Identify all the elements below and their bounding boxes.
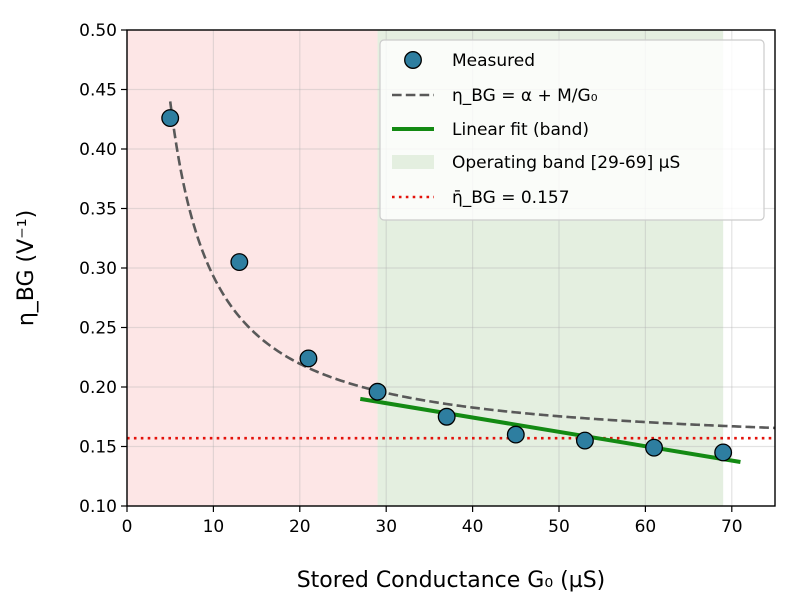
x-tick-label: 50: [548, 517, 570, 537]
data-point: [230, 253, 249, 271]
x-tick-label: 60: [635, 517, 657, 537]
x-tick-label: 10: [203, 517, 225, 537]
y-tick-label: 0.35: [79, 200, 117, 220]
y-tick-label: 0.50: [79, 21, 117, 41]
y-tick-label: 0.25: [79, 319, 117, 339]
x-axis: 0 10 20 30 40 50 60 70: [122, 506, 743, 537]
legend-marker-band: [392, 155, 434, 169]
x-tick-label: 20: [289, 517, 311, 537]
series-layer: [127, 101, 776, 464]
x-tick-label: 0: [122, 517, 133, 537]
legend-label: η_BG = α + M/G₀: [452, 86, 598, 106]
y-tick-label: 0.15: [79, 438, 117, 458]
data-point: [714, 443, 733, 462]
y-axis-label: η_BG (V⁻¹): [14, 210, 39, 326]
data-point: [161, 109, 180, 128]
linear-fit-line: [359, 396, 741, 464]
data-point: [575, 431, 594, 450]
legend-marker-measured: [404, 51, 422, 69]
y-axis: 0.10 0.15 0.20 0.25 0.30 0.35 0.40 0.45 0.50: [79, 21, 127, 517]
y-tick-label: 0.20: [79, 378, 117, 398]
x-axis-label: Stored Conductance G₀ (µS): [297, 568, 606, 593]
x-tick-label: 40: [462, 517, 484, 537]
data-point: [645, 438, 663, 457]
y-tick-label: 0.10: [79, 497, 117, 517]
data-point: [368, 382, 387, 401]
legend-label: Operating band [29-69] µS: [452, 153, 680, 173]
legend: Measured η_BG = α + M/G₀ Linear fit (band)…: [379, 39, 765, 221]
data-point: [437, 407, 456, 426]
data-point: [506, 425, 525, 444]
legend-box: [379, 39, 765, 221]
legend-label: Measured: [452, 51, 535, 71]
model-curve: [168, 101, 776, 430]
legend-label: η̄_BG = 0.157: [452, 188, 570, 208]
y-tick-label: 0.30: [79, 259, 117, 279]
y-tick-label: 0.40: [79, 140, 117, 160]
legend-label: Linear fit (band): [452, 120, 589, 140]
data-point: [299, 349, 318, 368]
y-tick-label: 0.45: [79, 81, 117, 101]
x-tick-label: 70: [721, 517, 743, 537]
x-tick-label: 30: [375, 517, 397, 537]
